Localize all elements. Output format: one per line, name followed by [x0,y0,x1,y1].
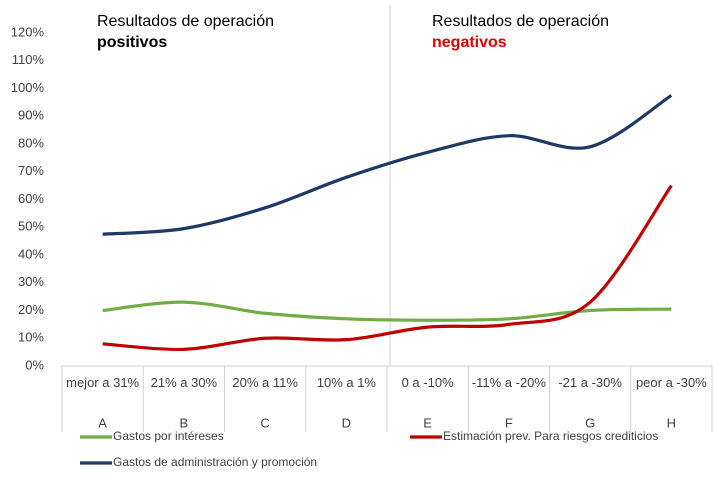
x-tick-label: -11% a -20% [471,375,546,390]
x-tick-label-box: mejor a 31% [66,375,140,390]
group-label: G [585,415,595,430]
series-line [102,184,673,352]
y-tick-label: 50% [18,219,44,234]
y-tick-label: 30% [18,274,44,289]
group-label: E [423,415,432,430]
y-tick-label: 40% [18,246,44,261]
y-tick-label: 10% [18,330,44,345]
x-tick-label: 21% a 30% [150,375,218,390]
y-tick-label: 90% [18,108,44,123]
y-tick-label: 70% [18,163,44,178]
group-label: C [260,415,269,430]
y-tick-label: 0% [25,357,44,372]
group-label: A [98,415,107,430]
x-tick-label-box: -11% a -20% [471,375,546,390]
annotation: Resultados de operación [97,13,274,30]
group-label: F [505,415,513,430]
group-label: H [667,415,676,430]
legend-label: Gastos de administración y promoción [113,455,317,469]
x-tick-label-box: 10% a 1% [316,375,376,390]
x-tick-label: 0 a -10% [401,375,454,390]
y-tick-label: 80% [18,135,44,150]
y-tick-label: 20% [18,302,44,317]
legend-label: Gastos por intéreses [113,429,224,443]
x-tick-label: peor a -30% [635,375,707,390]
annotation-emphasis: negativos [432,34,507,51]
x-tick-label-box: peor a -30% [635,375,707,390]
x-tick-label: 20% a 11% [232,375,298,390]
x-tick-label: mejor a 31% [66,375,140,390]
x-tick-label-box: -21 a -30% [558,375,622,390]
x-tick-label-box: 0 a -10% [401,375,454,390]
y-tick-label: 120% [11,24,45,39]
legend-label: Estimación prev. Para riesgos crediticio… [443,429,658,443]
annotation-emphasis: positivos [97,34,167,51]
series-line [102,94,673,236]
group-label: D [342,415,351,430]
y-tick-label: 100% [11,80,45,95]
group-label: B [180,415,189,430]
x-tick-label-box: 21% a 30% [150,375,218,390]
x-tick-label-box: 20% a 11% [232,375,298,390]
x-tick-label: 10% a 1% [316,375,376,390]
y-tick-label: 60% [18,191,44,206]
series-line [102,300,672,322]
x-tick-label: -21 a -30% [558,375,622,390]
annotation: Resultados de operación [432,13,609,30]
y-tick-label: 110% [12,52,45,67]
